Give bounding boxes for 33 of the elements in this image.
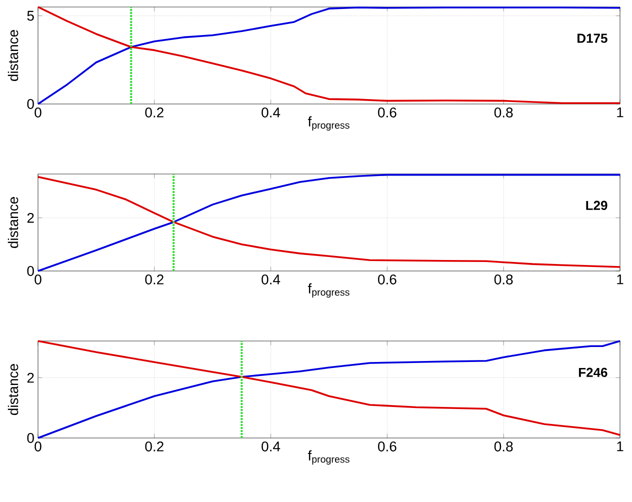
y-tick-label: 2 <box>27 372 34 383</box>
x-tick-label: 0 <box>34 108 42 118</box>
y-tick-label: 2 <box>27 212 34 223</box>
x-tick-label: 0.6 <box>378 274 396 284</box>
annotation: L29 <box>586 200 608 210</box>
x-tick-label: 0.6 <box>378 442 396 452</box>
x-tick-label: 1 <box>617 274 624 284</box>
annotation: F246 <box>578 368 608 378</box>
annotation: D175 <box>578 34 608 43</box>
x-tick-label: 1 <box>617 442 624 452</box>
y-tick-label: 0 <box>27 99 34 109</box>
y-tick-label: 0 <box>27 266 34 276</box>
x-tick-label: 0 <box>34 442 42 452</box>
x-tick-label: 0.6 <box>378 108 396 118</box>
y-axis-title: distance <box>8 197 18 248</box>
x-tick-label: 0.4 <box>262 274 280 284</box>
x-axis-title: f$_{progress}$ <box>308 283 350 298</box>
x-tick-label: 0.8 <box>494 442 513 452</box>
x-axis-title: f$_{progress}$ <box>308 450 350 465</box>
y-axis-title: distance <box>8 364 18 415</box>
x-tick-label: 1 <box>617 108 624 118</box>
y-tick-label: 0 <box>27 433 34 443</box>
x-tick-label: 0.4 <box>262 108 280 118</box>
y-tick-label: 5 <box>27 10 34 21</box>
x-tick-label: 0 <box>34 274 42 284</box>
x-tick-label: 0.8 <box>494 108 513 118</box>
x-tick-label: 0.4 <box>262 442 280 452</box>
x-axis-title: f$_{progress}$ <box>308 116 350 131</box>
x-tick-label: 0.2 <box>145 108 164 118</box>
x-tick-label: 0.2 <box>145 274 164 284</box>
x-tick-label: 0.2 <box>145 442 164 452</box>
y-axis-title: distance <box>8 30 18 81</box>
x-tick-label: 0.8 <box>494 274 513 284</box>
